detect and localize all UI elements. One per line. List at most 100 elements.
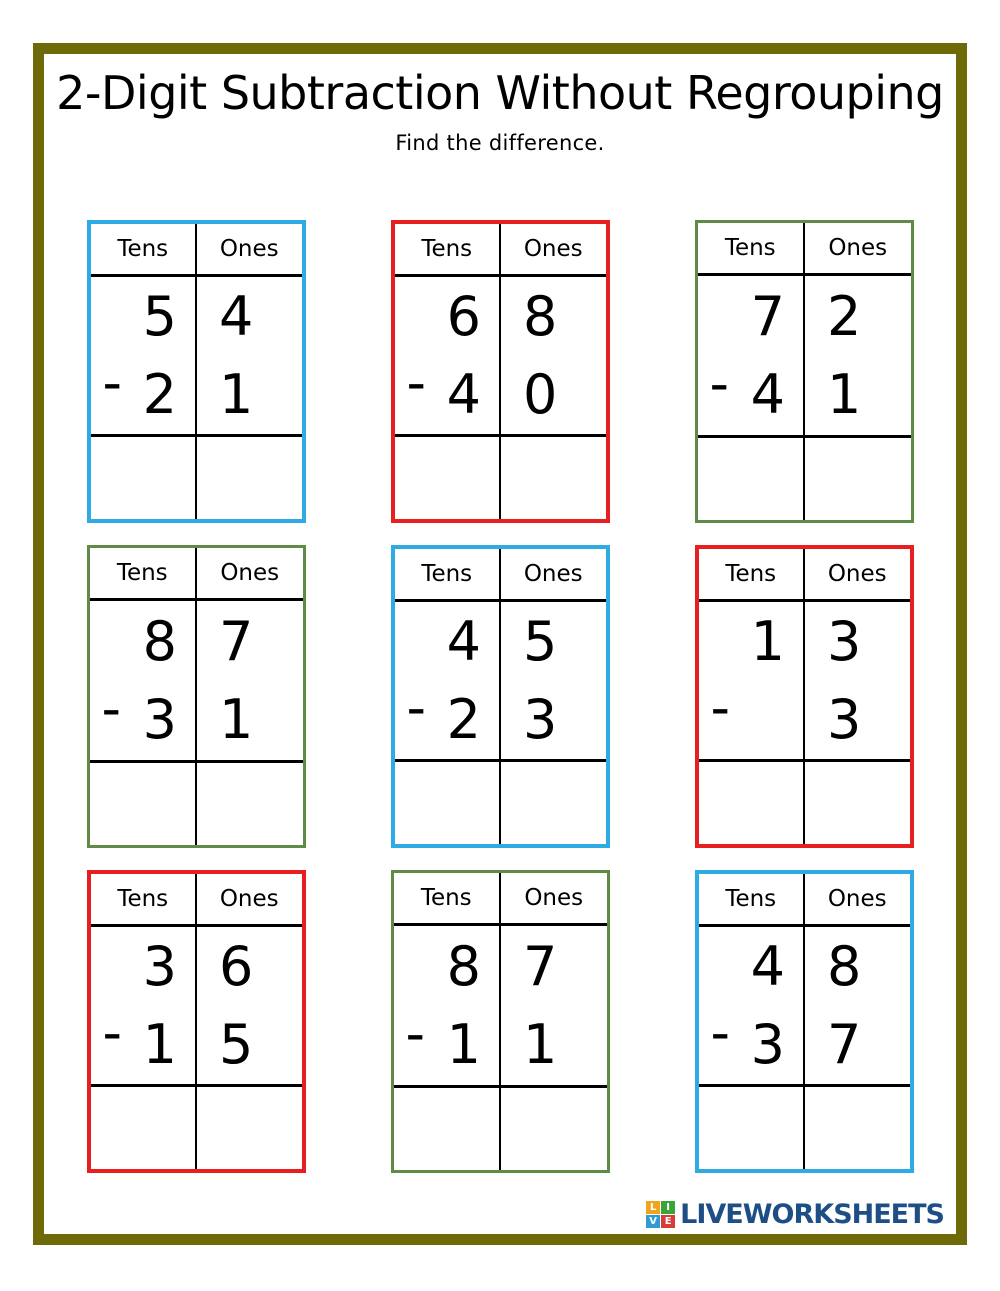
minuend-ones-digit: 2: [827, 284, 862, 348]
answer-ones-input[interactable]: [501, 762, 606, 844]
minuend-tens-cell: 8: [394, 928, 500, 1006]
subtrahend-tens-cell: 2: [91, 356, 196, 434]
header-ones: Ones: [219, 885, 279, 912]
answer-row: [91, 437, 302, 519]
answer-tens-input[interactable]: [699, 762, 805, 844]
answer-tens-input[interactable]: [395, 437, 501, 519]
header-tens: Tens: [699, 549, 805, 599]
answer-ones-input[interactable]: [197, 1087, 302, 1169]
place-value-header: Tens Ones: [394, 549, 606, 602]
subtrahend-tens-cell: 3: [90, 681, 196, 759]
header-ones: Ones: [523, 235, 583, 262]
subtrahend-ones-cell: 1: [805, 356, 911, 434]
answer-tens-input[interactable]: [91, 437, 197, 519]
place-value-header: Tens Ones: [90, 874, 302, 927]
answer-row: [699, 762, 910, 844]
minuend-tens-digit: 3: [142, 934, 177, 998]
minuend-ones-digit: 5: [523, 609, 558, 673]
header-tens: Tens: [90, 548, 197, 598]
subtrahend-ones-digit: 5: [219, 1012, 254, 1076]
subtrahend-tens-cell: 2: [395, 681, 500, 759]
place-value-header: Tens Ones: [698, 549, 910, 602]
subtrahend-ones-cell: 7: [805, 1006, 910, 1084]
subtrahend-tens-digit: 2: [142, 362, 177, 426]
subtrahend-tens-digit: 3: [142, 687, 177, 751]
tens-column: 3 1-: [91, 927, 197, 1084]
header-ones: Ones: [827, 560, 887, 587]
answer-ones-input[interactable]: [501, 437, 606, 519]
header-tens: Tens: [698, 223, 805, 273]
minus-operator: -: [102, 1001, 123, 1064]
tens-column: 1-: [699, 602, 805, 759]
subtrahend-ones-digit: 7: [827, 1012, 862, 1076]
problem-box: Tens Ones 4 2-5 3: [390, 545, 610, 848]
tile-l: L: [646, 1201, 661, 1214]
place-value-header: Tens Ones: [393, 873, 607, 926]
minuend-ones-cell: 6: [197, 928, 302, 1006]
answer-tens-input[interactable]: [699, 1087, 805, 1169]
answer-ones-input[interactable]: [197, 437, 302, 519]
minuend-tens-cell: 4: [395, 603, 500, 681]
answer-ones-input[interactable]: [805, 762, 910, 844]
answer-ones-input[interactable]: [197, 763, 303, 845]
answer-tens-input[interactable]: [394, 1088, 501, 1170]
minuend-tens-digit: 6: [446, 284, 481, 348]
header-ones: Ones: [220, 559, 280, 586]
minuend-tens-digit: 7: [750, 284, 785, 348]
minus-operator: -: [710, 676, 731, 739]
subtrahend-tens-digit: 4: [446, 362, 481, 426]
place-value-header: Tens Ones: [698, 874, 910, 927]
header-ones: Ones: [524, 884, 584, 911]
subtrahend-tens-digit: 1: [142, 1012, 177, 1076]
tens-column: 8 3-: [90, 601, 197, 760]
tile-i: I: [661, 1201, 676, 1214]
answer-ones-input[interactable]: [805, 1087, 910, 1169]
minuend-tens-cell: 7: [698, 278, 804, 356]
minus-operator: -: [406, 351, 427, 414]
answer-ones-input[interactable]: [805, 438, 911, 520]
answer-tens-input[interactable]: [90, 763, 197, 845]
problem-box: Tens Ones 8 3-7 1: [86, 545, 306, 848]
minuend-tens-cell: 8: [90, 603, 196, 681]
problem-grid: Tens Ones 5 2-4 1 Tens Ones 6 4-8 0 Tens Ones 7 4-2 1 T…: [44, 220, 956, 1173]
minuend-ones-digit: 8: [523, 284, 558, 348]
minuend-ones-digit: 8: [827, 934, 862, 998]
place-value-header: Tens Ones: [89, 548, 303, 601]
worksheet-page: 2-Digit Subtraction Without Regrouping F…: [44, 54, 956, 1234]
minuend-tens-digit: 8: [446, 934, 481, 998]
answer-tens-input[interactable]: [698, 438, 805, 520]
minus-operator: -: [102, 351, 123, 414]
header-ones: Ones: [219, 235, 279, 262]
subtrahend-ones-digit: 1: [219, 362, 254, 426]
subtrahend-tens-cell: 4: [698, 356, 804, 434]
minuend-ones-cell: 7: [197, 603, 303, 681]
tens-column: 6 4-: [395, 277, 501, 434]
answer-row: [394, 1088, 607, 1170]
page-subtitle: Find the difference.: [395, 130, 605, 155]
answer-tens-input[interactable]: [395, 762, 501, 844]
answer-row: [395, 437, 606, 519]
minus-operator: -: [405, 1002, 426, 1065]
subtrahend-ones-cell: 3: [501, 681, 606, 759]
answer-tens-input[interactable]: [91, 1087, 197, 1169]
problem-box: Tens Ones 8 1-7 1: [390, 870, 610, 1173]
minuend-tens-cell: 1: [699, 603, 804, 681]
worksheet-header: 2-Digit Subtraction Without Regrouping F…: [44, 54, 956, 155]
subtrahend-tens-digit: 3: [750, 1012, 785, 1076]
header-ones: Ones: [827, 885, 887, 912]
place-value-header: Tens Ones: [90, 224, 302, 277]
subtrahend-tens-cell: 4: [395, 356, 500, 434]
tile-v: V: [646, 1215, 661, 1228]
answer-ones-input[interactable]: [501, 1088, 607, 1170]
minuend-tens-cell: 6: [395, 278, 500, 356]
worksheet-frame: 2-Digit Subtraction Without Regrouping F…: [33, 43, 967, 1245]
minus-operator: -: [406, 676, 427, 739]
header-tens: Tens: [699, 874, 805, 924]
